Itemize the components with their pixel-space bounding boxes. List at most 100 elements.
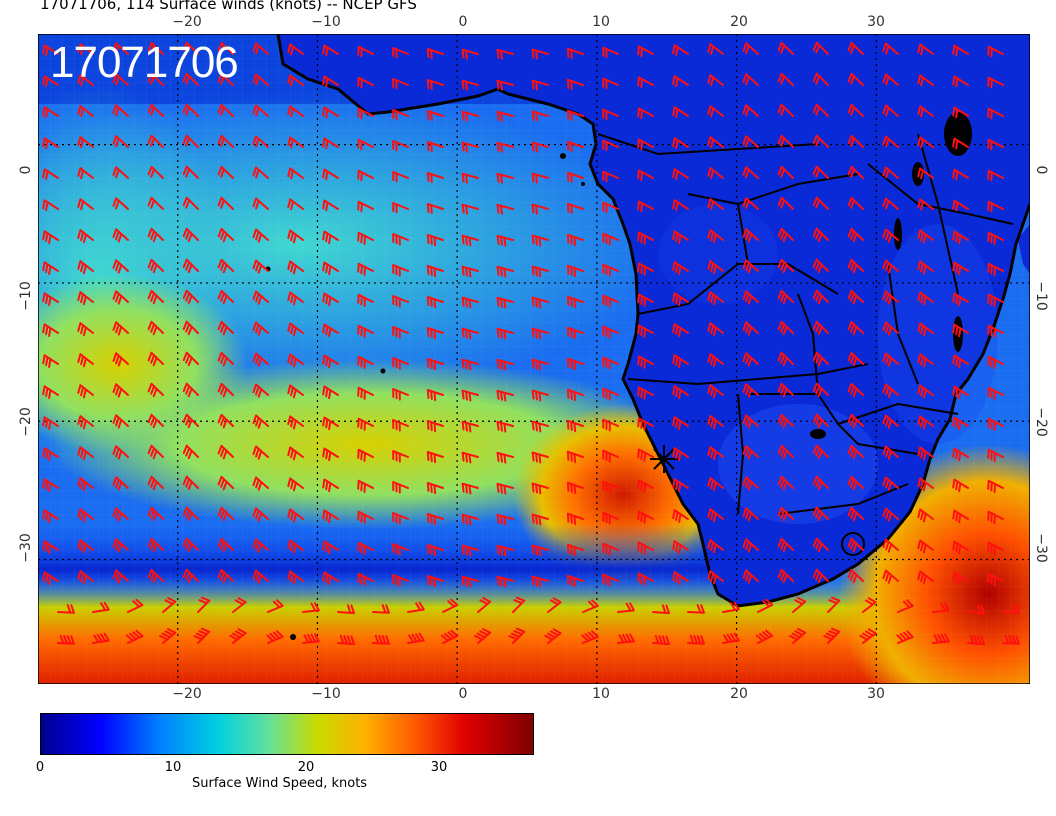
wind-barb — [496, 48, 514, 60]
wind-barb — [602, 139, 619, 152]
wind-barb — [322, 323, 339, 338]
wind-barb — [42, 447, 59, 461]
wind-barb — [777, 568, 794, 584]
wind-barb — [77, 539, 94, 554]
land-texture — [878, 224, 998, 444]
wind-barb — [637, 510, 654, 524]
wind-barb — [637, 479, 654, 493]
wind-barb — [707, 43, 724, 55]
wind-barb — [252, 352, 269, 367]
wind-barb — [147, 506, 164, 522]
wind-barb — [182, 444, 199, 460]
wind-barb — [917, 446, 934, 461]
wind-barb — [531, 451, 549, 464]
wind-barb — [407, 601, 425, 613]
wind-barb — [147, 537, 164, 553]
wind-barb — [496, 482, 514, 495]
wind-barb — [812, 537, 829, 553]
wind-barb — [602, 418, 619, 432]
wind-barb — [812, 258, 829, 274]
wind-barb — [217, 537, 234, 553]
lake — [810, 429, 826, 439]
wind-barb — [742, 42, 759, 55]
wind-barb — [302, 633, 320, 644]
wind-barb — [252, 104, 269, 117]
coastline — [276, 34, 1030, 608]
wind-barb — [440, 629, 459, 644]
right-lat-tick: −30 — [1033, 533, 1049, 563]
wind-barb — [566, 264, 584, 278]
wind-barb — [357, 541, 374, 555]
wind-barb — [987, 262, 1004, 276]
wind-barb — [461, 327, 479, 340]
wind-barb — [777, 475, 794, 491]
wind-barb — [637, 355, 654, 369]
wind-barb — [42, 230, 59, 244]
wind-barb — [917, 167, 934, 180]
wind-barb — [672, 354, 689, 368]
wind-barb — [777, 196, 794, 210]
wind-barb — [531, 482, 549, 495]
wind-barb — [461, 296, 479, 309]
wind-barb — [531, 172, 549, 184]
wind-barb — [917, 74, 934, 87]
wind-barb — [127, 598, 144, 613]
wind-barb — [967, 634, 985, 646]
wind-barb — [812, 506, 829, 522]
wind-barb — [722, 601, 740, 613]
wind-barb — [952, 261, 969, 276]
wind-barb — [812, 289, 829, 305]
wind-barb — [932, 602, 950, 613]
wind-barb — [637, 169, 654, 182]
wind-barb — [112, 73, 129, 86]
wind-barb — [707, 260, 724, 275]
wind-barb — [357, 355, 374, 369]
wind-barb — [847, 475, 864, 491]
wind-barb — [531, 79, 549, 91]
wind-barb — [426, 203, 444, 215]
wind-barb — [337, 634, 355, 646]
wind-barb — [531, 141, 549, 153]
wind-barb — [322, 44, 339, 57]
wind-barb — [322, 261, 339, 276]
wind-barb — [426, 482, 444, 495]
wind-barb — [77, 229, 94, 244]
wind-barb — [812, 227, 829, 243]
wind-barb — [266, 630, 284, 644]
wind-barb — [917, 229, 934, 244]
wind-barb — [652, 604, 670, 615]
wind-barb — [812, 165, 829, 179]
wind-barb — [742, 569, 759, 584]
wind-barb — [461, 265, 479, 278]
wind-barb — [531, 296, 549, 309]
wind-barb — [392, 357, 409, 370]
wind-barb — [357, 138, 374, 151]
wind-barb — [952, 354, 969, 369]
wind-barb — [426, 265, 444, 278]
wind-barb — [917, 105, 934, 118]
wind-barb — [42, 509, 59, 523]
wind-barb — [742, 445, 759, 460]
wind-barb — [952, 292, 969, 307]
wind-barb — [777, 289, 794, 305]
wind-barb — [882, 290, 899, 305]
wind-barb — [508, 627, 526, 644]
wind-barb — [917, 43, 934, 56]
island — [581, 182, 585, 186]
wind-barb — [496, 234, 514, 247]
east-coast-land — [1018, 224, 1030, 274]
wind-barb — [426, 451, 444, 464]
left-lat-tick: −20 — [18, 407, 34, 437]
wind-barb — [847, 227, 864, 243]
wind-barb — [357, 510, 374, 524]
wind-barb — [357, 572, 374, 586]
bottom-lon-tick: 20 — [730, 686, 748, 702]
wind-barb — [602, 201, 619, 214]
wind-barb — [252, 166, 269, 179]
wind-barb — [112, 197, 129, 210]
wind-barb — [777, 444, 794, 460]
wind-barb — [182, 320, 199, 336]
wind-barb — [426, 172, 444, 184]
wind-barb — [426, 575, 444, 588]
wind-barb — [672, 137, 689, 149]
